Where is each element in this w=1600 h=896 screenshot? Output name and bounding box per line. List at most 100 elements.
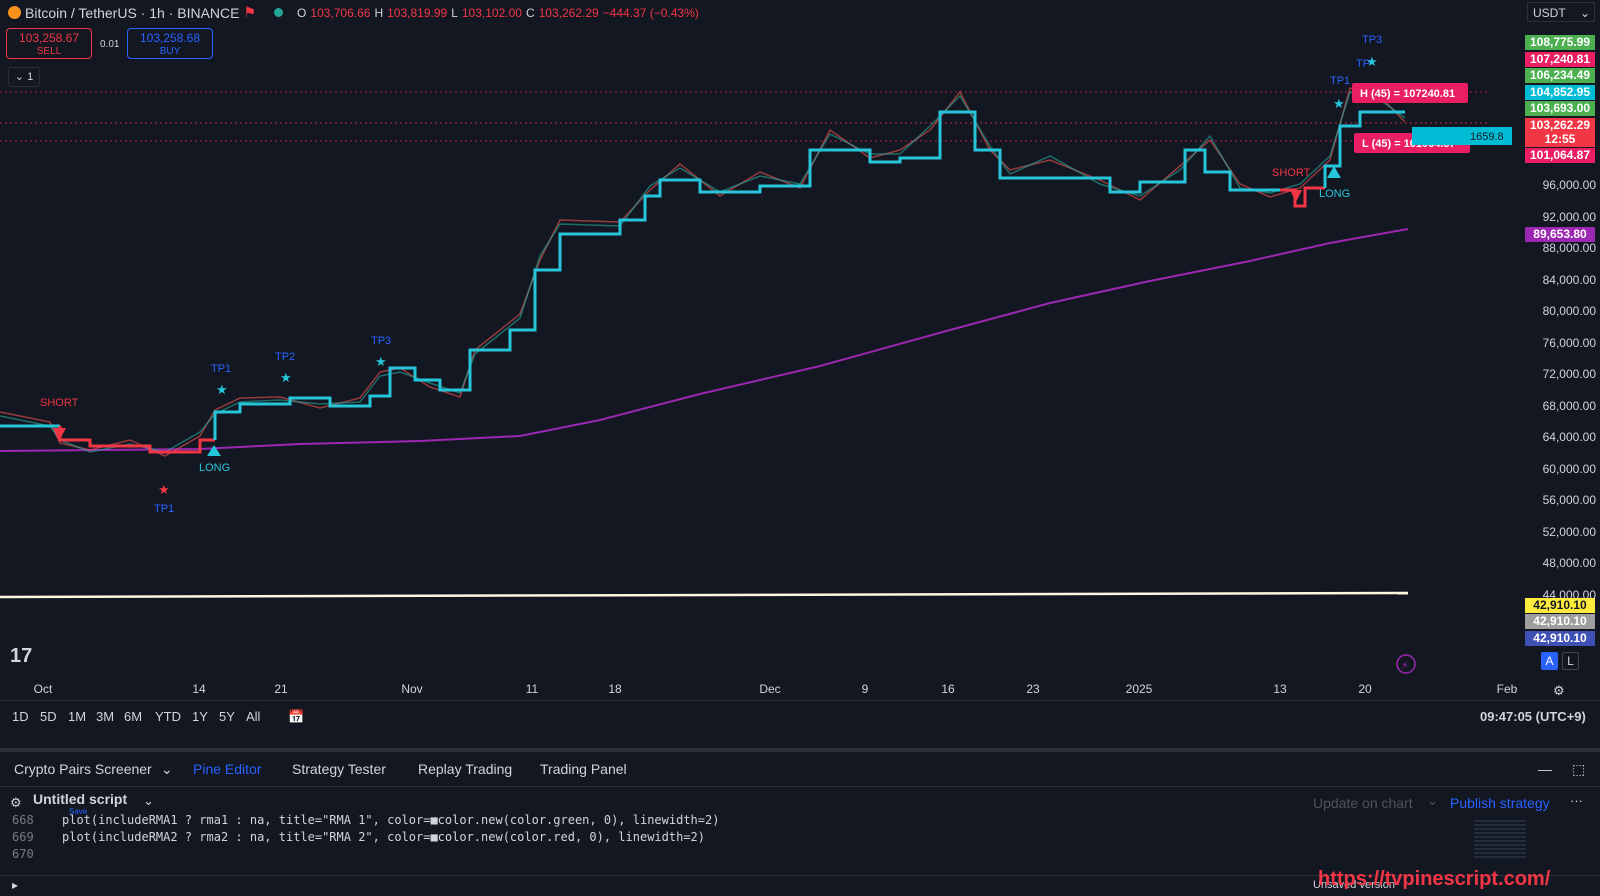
- time-tick-label: Nov: [401, 682, 423, 696]
- time-tick-label: 21: [274, 682, 288, 696]
- chevron-down-icon[interactable]: ⌄: [1427, 793, 1438, 808]
- short-signal-marker: [53, 428, 66, 441]
- cyan-price-box: [1412, 127, 1512, 145]
- price-tag: 107,240.81: [1525, 52, 1595, 67]
- tp1-label-2: TP1: [1330, 75, 1350, 87]
- date-range-bar: 1D 5D 1M 3M 6M YTD 1Y 5Y All 📅 09:47:05 (UTC+9): [0, 700, 1600, 729]
- calendar-icon[interactable]: 📅: [288, 709, 305, 724]
- trend-step-line-cyan-2: [213, 110, 1280, 440]
- price-tag: 42,910.10: [1525, 598, 1595, 613]
- price-tag: 12:55: [1525, 132, 1595, 147]
- tp1-star-2: ★: [1333, 96, 1345, 111]
- long-signal-marker-2: [1327, 166, 1341, 178]
- time-tick-label: Feb: [1496, 682, 1518, 696]
- long-signal-label-2: LONG: [1319, 188, 1350, 200]
- tp2-label: TP2: [275, 351, 295, 363]
- update-on-chart-button[interactable]: Update on chart: [1313, 795, 1413, 811]
- tp1-label: TP1: [211, 363, 231, 375]
- range-button-all[interactable]: All: [246, 709, 261, 724]
- long-signal-marker: [207, 445, 221, 456]
- time-tick-label: 2025: [1125, 682, 1153, 696]
- more-options-icon[interactable]: ···: [1570, 793, 1583, 808]
- buy-label: BUY: [159, 46, 181, 57]
- minimap[interactable]: [1474, 820, 1526, 860]
- price-tick-label: 96,000.00: [1542, 178, 1596, 192]
- chevron-down-icon[interactable]: ⌄: [143, 793, 154, 808]
- console-icon[interactable]: ▸: [12, 878, 19, 892]
- short-signal-label-2: SHORT: [1272, 167, 1311, 179]
- publish-strategy-button[interactable]: Publish strategy: [1450, 795, 1550, 811]
- code-line[interactable]: plot(includeRMA2 ? rma2 : na, title="RMA…: [62, 830, 705, 844]
- tp2-label-2: TP: [1356, 58, 1370, 70]
- range-button-5y[interactable]: 5Y: [219, 709, 235, 724]
- range-button-ytd[interactable]: YTD: [155, 709, 181, 724]
- price-tick-label: 52,000.00: [1542, 524, 1596, 539]
- price-tick-label: 88,000.00: [1542, 241, 1596, 255]
- tp3-star: ★: [375, 354, 387, 369]
- scale-log-button[interactable]: L: [1562, 652, 1579, 670]
- price-tick-label: 60,000.00: [1542, 461, 1596, 476]
- collapse-indicators-button[interactable]: ⌄ 1: [8, 67, 40, 87]
- rma-flat-line: [0, 591, 1409, 599]
- time-tick-label: 23: [1026, 682, 1040, 696]
- tab-pine-editor[interactable]: Pine Editor: [193, 761, 262, 777]
- symbol-header: Bitcoin / TetherUS · 1h · BINANCE ⚑ O 103…: [8, 4, 699, 21]
- tab-replay-trading[interactable]: Replay Trading: [418, 761, 513, 777]
- clock[interactable]: 09:47:05 (UTC+9): [1480, 709, 1586, 724]
- script-icon: ⚙: [10, 795, 22, 810]
- price-tick-label: 76,000.00: [1542, 335, 1596, 350]
- order-quantity[interactable]: 0.01: [100, 39, 120, 50]
- candles-band-green: [0, 91, 1406, 453]
- line-number: 670: [12, 847, 34, 861]
- watermark: https://tvpinescript.com/: [1318, 868, 1551, 890]
- tp2-star: ★: [280, 370, 292, 385]
- code-line[interactable]: plot(includeRMA1 ? rma1 : na, title="RMA…: [62, 813, 720, 827]
- range-button-1y[interactable]: 1Y: [192, 709, 208, 724]
- tab-strategy-tester[interactable]: Strategy Tester: [292, 761, 386, 777]
- chart-settings-icon[interactable]: ⚙: [1553, 683, 1565, 698]
- time-tick-label: 20: [1358, 682, 1372, 696]
- maximize-icon[interactable]: ⬚: [1572, 761, 1586, 777]
- price-tick-label: 80,000.00: [1542, 304, 1596, 318]
- cyan-price-text: 1659.8: [1470, 131, 1504, 143]
- script-title[interactable]: Untitled script: [33, 791, 128, 807]
- range-button-1d[interactable]: 1D: [12, 709, 29, 724]
- range-button-6m[interactable]: 6M: [124, 709, 143, 724]
- short-signal-label: SHORT: [40, 397, 79, 409]
- price-tick-label: 68,000.00: [1542, 398, 1596, 413]
- price-tick-label: 84,000.00: [1542, 272, 1596, 287]
- tp1-star: ★: [216, 382, 228, 397]
- price-tick-label: 56,000.00: [1542, 493, 1596, 507]
- tp-star-down: ★: [158, 482, 170, 497]
- buy-price: 103,258.68: [139, 31, 201, 45]
- buy-button[interactable]: 103,258.68 BUY: [127, 28, 213, 59]
- ohlc-values: O 103,706.66 H 103,819.99 L 103,102.00 C 103…: [297, 5, 699, 20]
- high-label-box: [1352, 83, 1468, 103]
- tp3-star-2: ★: [1366, 54, 1378, 69]
- svg-text:⚡: ⚡: [1401, 660, 1409, 672]
- price-tick-label: 48,000.00: [1542, 556, 1596, 570]
- market-status-icon: [274, 8, 284, 17]
- minimize-icon[interactable]: —: [1538, 761, 1552, 777]
- code-editor[interactable]: 668 plot(includeRMA1 ? rma1 : na, title=…: [0, 813, 1600, 875]
- flag-icon[interactable]: ⚑: [243, 4, 257, 20]
- long-signal-label: LONG: [199, 462, 230, 474]
- chevron-down-icon: ⌄: [1579, 6, 1590, 20]
- range-button-3m[interactable]: 3M: [96, 709, 115, 724]
- sell-button[interactable]: 103,258.67 SELL: [6, 28, 92, 59]
- symbol-title[interactable]: Bitcoin / TetherUS · 1h · BINANCE: [25, 4, 240, 21]
- range-button-5d[interactable]: 5D: [40, 709, 57, 724]
- line-number: 669: [12, 830, 34, 844]
- save-status: Save: [69, 807, 88, 816]
- sell-price: 103,258.67: [18, 31, 80, 45]
- tab-trading-panel[interactable]: Trading Panel: [540, 761, 627, 777]
- scale-auto-button[interactable]: A: [1541, 652, 1558, 670]
- range-button-1m[interactable]: 1M: [68, 709, 87, 724]
- price-chart[interactable]: SHORT LONG ★ TP1 ★ TP1 ★ TP2 ★ TP3 SHORT…: [0, 0, 1525, 690]
- pine-editor-toolbar: ⚙ Untitled script Save ⌄ Update on chart…: [0, 786, 1600, 819]
- time-tick-label: 18: [608, 682, 622, 696]
- tab-crypto-pairs-screener[interactable]: Crypto Pairs Screener: [14, 761, 152, 777]
- currency-select[interactable]: USDT ⌄: [1527, 2, 1595, 22]
- time-tick-label: 13: [1273, 682, 1287, 696]
- chevron-down-icon[interactable]: ⌄: [161, 761, 173, 777]
